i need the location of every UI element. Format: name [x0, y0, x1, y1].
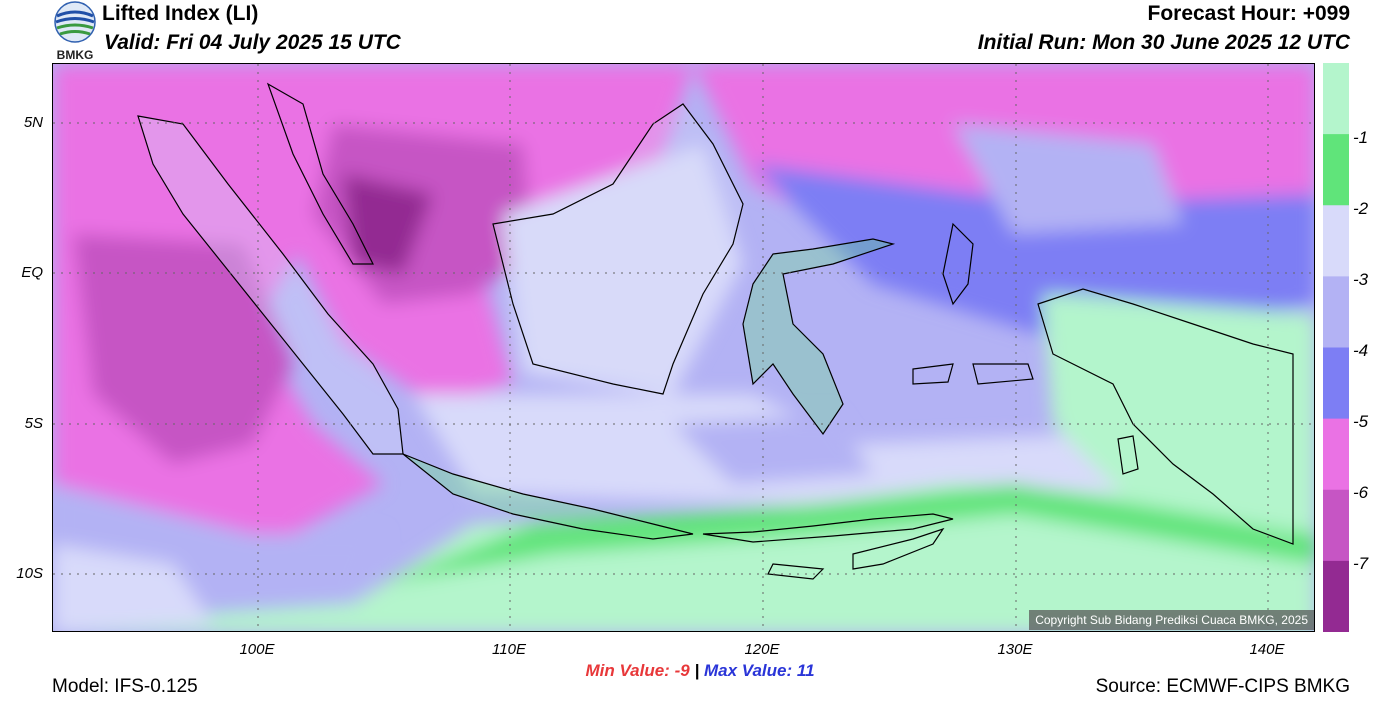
color-legend: [1323, 63, 1349, 633]
coastlines: [137, 82, 1294, 580]
legend-swatch: [1323, 347, 1349, 420]
logo-text: BMKG: [57, 48, 94, 62]
min-max-values: Min Value: -9 | Max Value: 11: [0, 661, 1400, 681]
bmkg-logo: BMKG: [50, 0, 100, 62]
legend-label: -5: [1353, 412, 1369, 431]
legend-label: -4: [1353, 341, 1369, 360]
legend-swatch: [1323, 489, 1349, 562]
min-value: -9: [674, 661, 690, 680]
model-name: Model: IFS-0.125: [52, 676, 198, 697]
lon-label-100e: 100E: [239, 641, 275, 658]
legend-swatch: [1323, 205, 1349, 277]
legend-label: -7: [1353, 554, 1369, 573]
legend-label: -6: [1353, 483, 1369, 502]
min-label: Min Value:: [585, 661, 670, 680]
lifted-index-map: Copyright Sub Bidang Prediksi Cuaca BMKG…: [52, 63, 1315, 632]
legend-label: -3: [1353, 270, 1369, 289]
map-canvas: [53, 64, 1314, 631]
separator: |: [694, 661, 700, 680]
legend-swatch: [1323, 418, 1349, 491]
max-value: 11: [796, 661, 815, 680]
map-title: Lifted Index (LI): [102, 2, 259, 25]
li-field: [53, 64, 1314, 631]
legend-swatch: [1323, 276, 1349, 348]
lat-label-5n: 5N: [23, 114, 43, 131]
legend-label: -1: [1353, 128, 1369, 147]
lon-label-120e: 120E: [744, 641, 780, 658]
lon-label-130e: 130E: [997, 641, 1033, 658]
initial-run: Initial Run: Mon 30 June 2025 12 UTC: [977, 31, 1350, 54]
legend-swatch: [1323, 560, 1349, 633]
legend-swatch: [1323, 134, 1349, 206]
legend-label: -2: [1353, 199, 1369, 218]
lat-label-10s: 10S: [16, 565, 43, 582]
lon-label-140e: 140E: [1249, 641, 1285, 658]
lat-label-eq: EQ: [21, 264, 43, 281]
legend-swatch: [1323, 63, 1349, 135]
lat-label-5s: 5S: [24, 415, 43, 432]
forecast-hour: Forecast Hour: +099: [1147, 2, 1351, 25]
valid-time: Valid: Fri 04 July 2025 15 UTC: [104, 31, 401, 54]
copyright-note: Copyright Sub Bidang Prediksi Cuaca BMKG…: [1029, 610, 1314, 630]
lon-label-110e: 110E: [492, 641, 526, 658]
max-label: Max Value:: [703, 661, 793, 680]
data-source: Source: ECMWF-CIPS BMKG: [1095, 676, 1350, 697]
